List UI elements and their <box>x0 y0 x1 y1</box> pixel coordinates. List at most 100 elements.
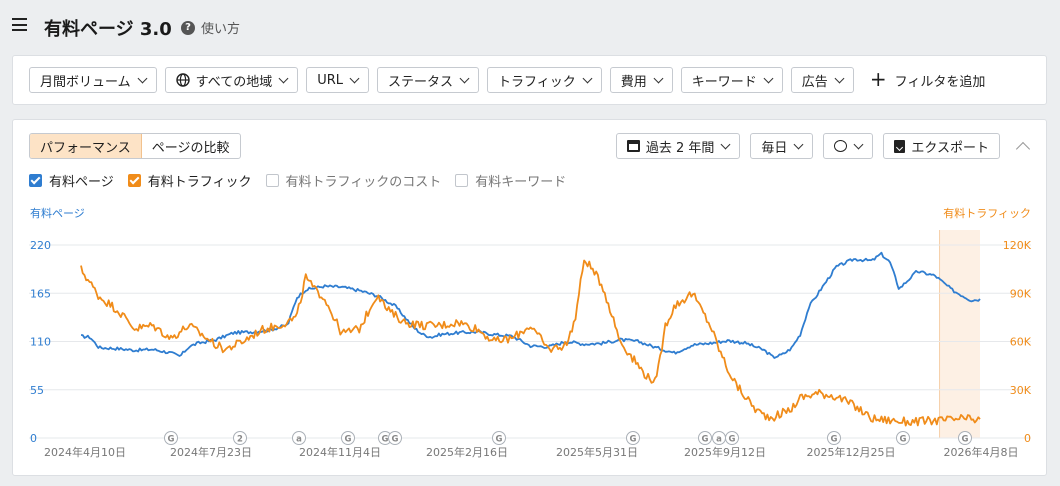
filter-label: 月間ボリューム <box>40 74 131 90</box>
event-marker-label: G <box>382 435 389 445</box>
x-tick-label: 2025年9月12日 <box>684 445 766 459</box>
annotations-select[interactable] <box>823 133 874 159</box>
filter-label: すべての地域 <box>195 74 273 90</box>
legend-label: 有料トラフィックのコスト <box>285 175 442 190</box>
checkbox[interactable] <box>29 174 42 187</box>
filter-label: URL <box>317 72 343 88</box>
event-marker-label: G <box>392 435 399 445</box>
event-marker-label: G <box>702 435 709 445</box>
event-marker <box>725 431 739 445</box>
tab-compare-pages[interactable]: ページの比較 <box>151 140 230 156</box>
legend-traffic-cost[interactable]: 有料トラフィックのコスト <box>265 171 442 190</box>
forecast-region <box>939 230 980 438</box>
right-tick-label: 60K <box>1010 336 1032 349</box>
view-toggle: パフォーマンス ページの比較 <box>29 133 241 159</box>
legend-paid-pages[interactable]: 有料ページ <box>29 171 114 190</box>
legend-label: 有料トラフィック <box>147 175 252 190</box>
legend-label: 有料ページ <box>49 175 114 190</box>
filter-region[interactable]: すべての地域 <box>164 67 299 93</box>
help-label: 使い方 <box>201 22 241 37</box>
help-link[interactable]: ? 使い方 <box>181 18 240 37</box>
checkbox[interactable] <box>127 174 141 187</box>
filter-cost[interactable]: 費用 <box>609 67 673 93</box>
legend-paid-keywords[interactable]: 有料キーワード <box>455 171 566 190</box>
tab-performance[interactable]: パフォーマンス <box>30 134 142 158</box>
left-axis-title: 有料ページ <box>30 206 85 220</box>
chevron-down-icon <box>653 73 664 83</box>
chevron-down-icon <box>582 73 593 83</box>
filter-traffic[interactable]: トラフィック <box>487 67 602 93</box>
event-marker-label: G <box>496 435 503 445</box>
filter-ads[interactable]: 広告 <box>790 67 854 93</box>
page-title: 有料ページ 3.0 <box>44 19 172 40</box>
filter-label: 費用 <box>620 74 647 90</box>
chevron-down-icon <box>137 73 148 83</box>
event-marker <box>896 431 910 445</box>
question-icon: ? <box>181 20 195 35</box>
event-marker <box>388 431 402 445</box>
chevron-down-icon <box>459 73 470 83</box>
event-marker-label: G <box>729 435 736 445</box>
right-tick-label: 30K <box>1010 384 1032 397</box>
event-marker-label: a <box>296 435 302 445</box>
add-filter-button[interactable]: + フィルタを追加 <box>869 67 986 91</box>
x-tick-label: 2026年4月8日 <box>944 445 1019 459</box>
export-button[interactable]: エクスポート <box>883 133 1000 159</box>
legend-label: 有料キーワード <box>475 175 567 190</box>
filter-keyword[interactable]: キーワード <box>680 67 783 93</box>
chevron-down-icon <box>834 73 845 83</box>
left-tick-label: 55 <box>30 384 44 397</box>
chevron-down-icon <box>278 73 289 83</box>
x-tick-label: 2024年11月4日 <box>299 445 381 459</box>
x-tick-label: 2024年4月10日 <box>44 445 126 459</box>
period-label: 過去 2 年間 <box>645 140 715 156</box>
event-marker <box>626 431 640 445</box>
event-marker <box>233 431 247 445</box>
period-select[interactable]: 過去 2 年間 <box>615 133 741 159</box>
checkbox[interactable] <box>265 174 279 187</box>
checkbox[interactable] <box>455 174 469 187</box>
calendar-icon <box>626 140 640 152</box>
event-marker <box>164 431 178 445</box>
event-marker-label: G <box>962 435 969 445</box>
filter-monthly-volume[interactable]: 月間ボリューム <box>29 67 157 93</box>
filter-label: キーワード <box>691 74 757 90</box>
event-marker <box>958 431 972 445</box>
event-marker <box>292 431 306 445</box>
page-header: 有料ページ 3.0 ? 使い方 <box>0 0 1060 52</box>
right-tick-label: 0 <box>1024 432 1031 445</box>
event-marker <box>341 431 355 445</box>
filter-url[interactable]: URL <box>306 67 369 93</box>
add-filter-label: フィルタを追加 <box>894 74 986 90</box>
x-tick-label: 2025年5月31日 <box>556 445 638 459</box>
legend-paid-traffic[interactable]: 有料トラフィック <box>127 171 252 190</box>
x-tick-label: 2025年12月25日 <box>807 445 896 459</box>
chevron-down-icon <box>349 73 360 83</box>
plus-icon: + <box>869 67 887 91</box>
left-tick-label: 220 <box>30 239 51 252</box>
interval-label: 毎日 <box>761 140 788 156</box>
event-marker-label: 2 <box>237 435 243 445</box>
interval-select[interactable]: 毎日 <box>750 133 814 159</box>
comment-icon <box>834 140 848 152</box>
event-marker-label: G <box>831 435 838 445</box>
event-marker-label: G <box>168 435 175 445</box>
export-icon <box>894 139 906 153</box>
chart-legend: 有料ページ 有料トラフィック 有料トラフィックのコスト 有料キーワード <box>29 171 566 190</box>
right-tick-label: 120K <box>1003 239 1032 252</box>
x-tick-label: 2024年7月23日 <box>170 445 252 459</box>
event-marker-label: G <box>345 435 352 445</box>
left-tick-label: 0 <box>30 432 37 445</box>
left-tick-label: 110 <box>30 336 51 349</box>
globe-icon <box>175 73 190 87</box>
event-marker-label: a <box>716 435 722 445</box>
performance-card: パフォーマンス ページの比較 過去 2 年間 毎日 エクスポート 有料ページ 有… <box>12 119 1047 476</box>
series-line-paid-traffic <box>80 259 981 427</box>
filter-label: 広告 <box>801 74 828 90</box>
export-label: エクスポート <box>911 140 989 156</box>
hamburger-menu-icon[interactable] <box>12 18 27 31</box>
event-marker <box>698 431 712 445</box>
filter-status[interactable]: ステータス <box>377 67 480 93</box>
left-tick-label: 165 <box>30 287 51 300</box>
